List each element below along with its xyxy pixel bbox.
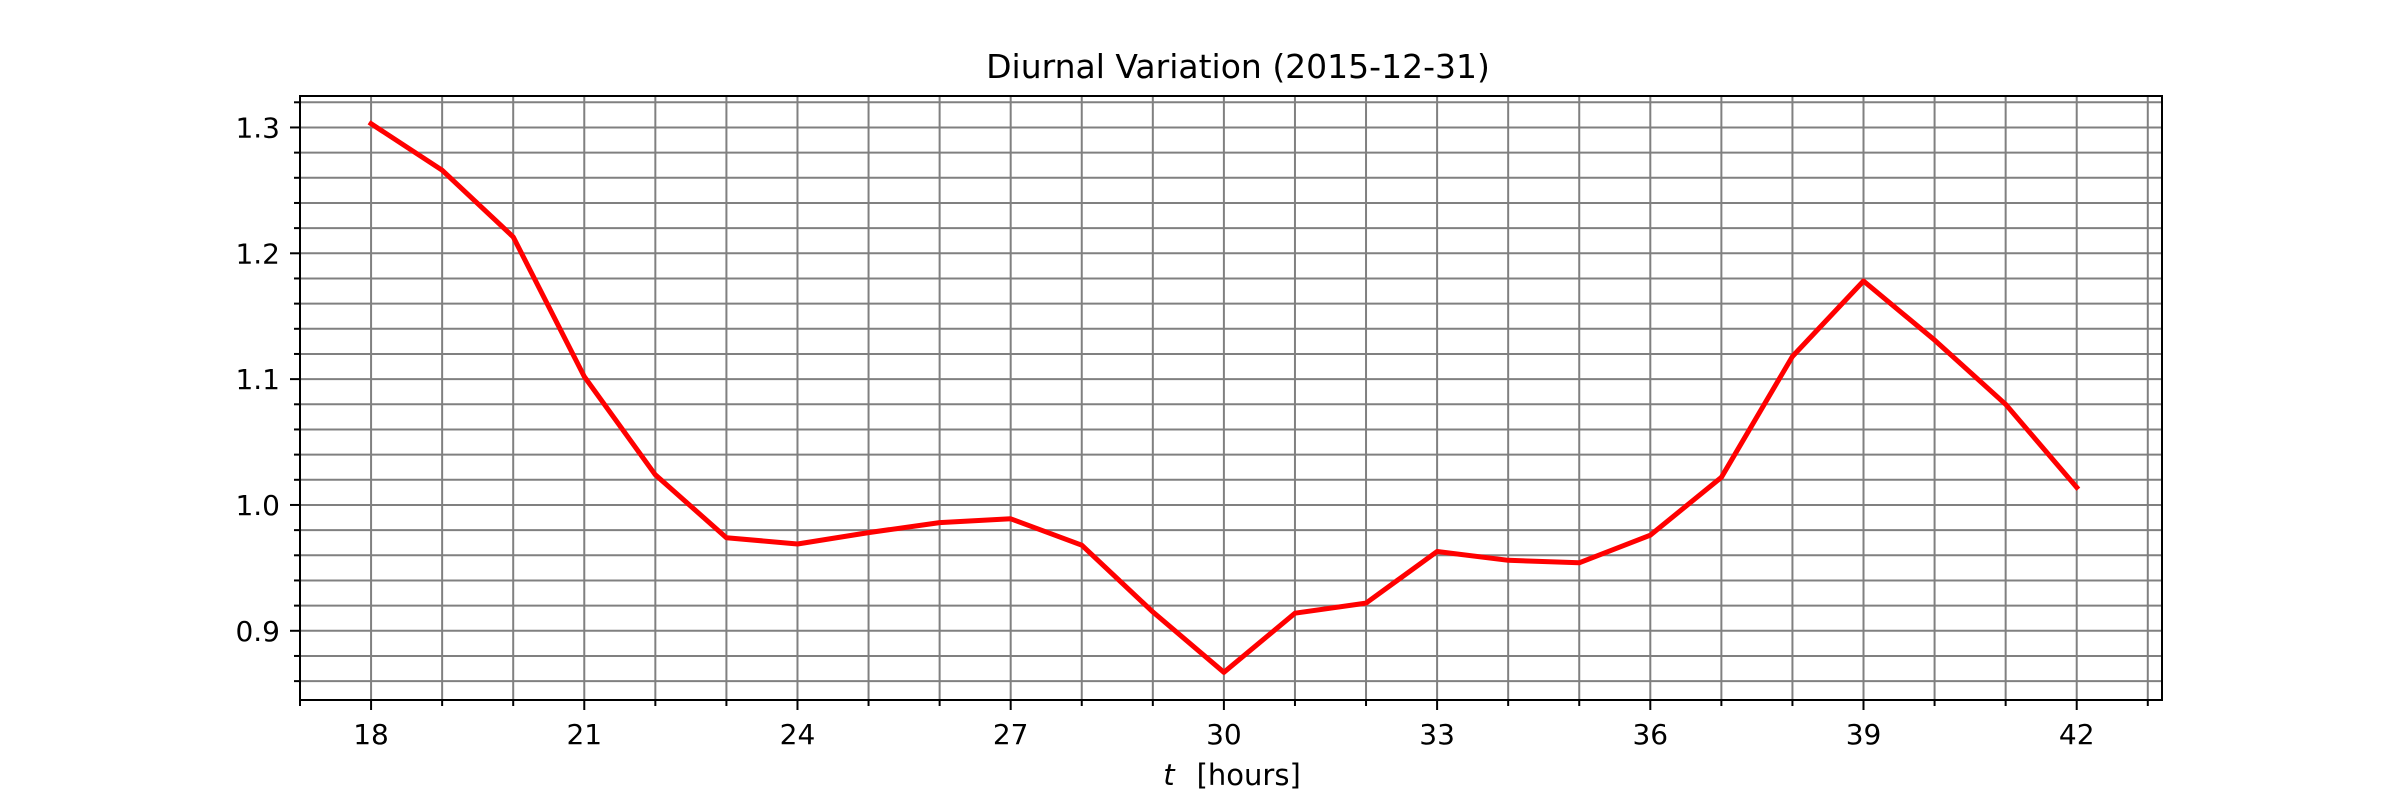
x-tick-label: 21 [566,718,602,751]
x-tick-label: 30 [1206,718,1242,751]
y-axis: 0.9 1.0 1.1 1.2 1.3 [235,101,300,683]
series-line-group [367,120,2081,675]
x-tick-label: 39 [1846,718,1882,751]
y-tick-label: 1.2 [235,237,280,270]
x-tick-label: 36 [1632,718,1668,751]
plot-frame [299,95,2163,701]
x-tick-label: 18 [353,718,389,751]
x-tick-label: 33 [1419,718,1455,751]
y-tick-label: 0.9 [235,615,280,648]
y-tick-label: 1.3 [235,111,280,144]
grid-minor [299,96,2162,700]
y-tick-label: 1.1 [235,363,280,396]
y-tick-label: 1.0 [235,489,280,522]
x-tick-label: 24 [780,718,816,751]
x-axis: 18 21 24 27 30 33 36 39 42 [299,700,2149,751]
series-line [367,120,2081,675]
chart-title: Diurnal Variation (2015-12-31) [986,47,1490,86]
x-tick-label: 42 [2059,718,2095,751]
x-axis-label-var: t [1163,758,1176,792]
x-axis-label-unit: [hours] [1197,758,1301,792]
x-axis-label: t [hours] [1163,758,1301,792]
x-tick-label: 27 [993,718,1029,751]
grid-major [300,96,2162,700]
